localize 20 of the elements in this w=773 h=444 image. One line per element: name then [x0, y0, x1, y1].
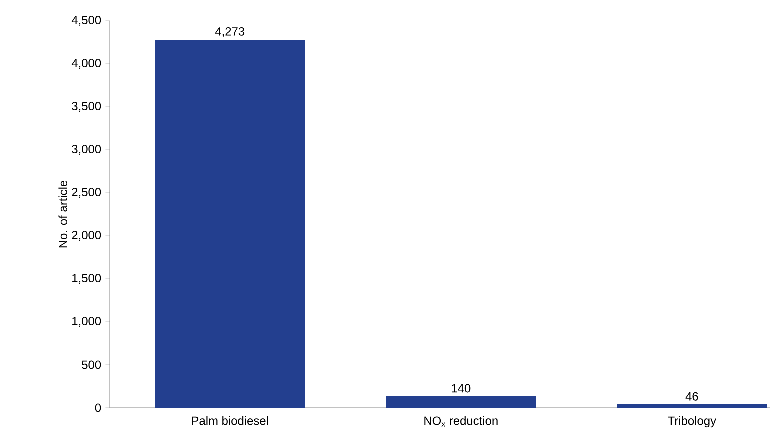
y-tick-label: 2,500: [72, 188, 102, 198]
x-tick-label: Tribology: [668, 416, 716, 428]
bar: [617, 404, 768, 408]
y-tick-label: 3,000: [72, 145, 102, 155]
x-tick-label: NO$_{x}$ reduction: [424, 416, 498, 427]
y-tick-label: 4,500: [72, 16, 102, 26]
y-tick-label: 0: [95, 404, 102, 412]
data-label: 140: [452, 384, 471, 393]
data-label: 46: [686, 392, 698, 401]
bar: [386, 396, 536, 408]
y-tick-label: 1,500: [72, 274, 102, 284]
y-axis-title: No. of article: [58, 180, 68, 248]
x-tick-label: Palm biodiesel: [192, 416, 268, 426]
y-tick-label: 500: [82, 360, 102, 370]
y-tick-label: 1,000: [72, 317, 102, 327]
bar: [155, 40, 306, 408]
y-tick-label: 3,500: [72, 102, 102, 112]
data-label: 4,273: [215, 27, 245, 38]
y-tick-label: 2,000: [72, 231, 102, 241]
y-tick-label: 4,000: [72, 59, 102, 69]
